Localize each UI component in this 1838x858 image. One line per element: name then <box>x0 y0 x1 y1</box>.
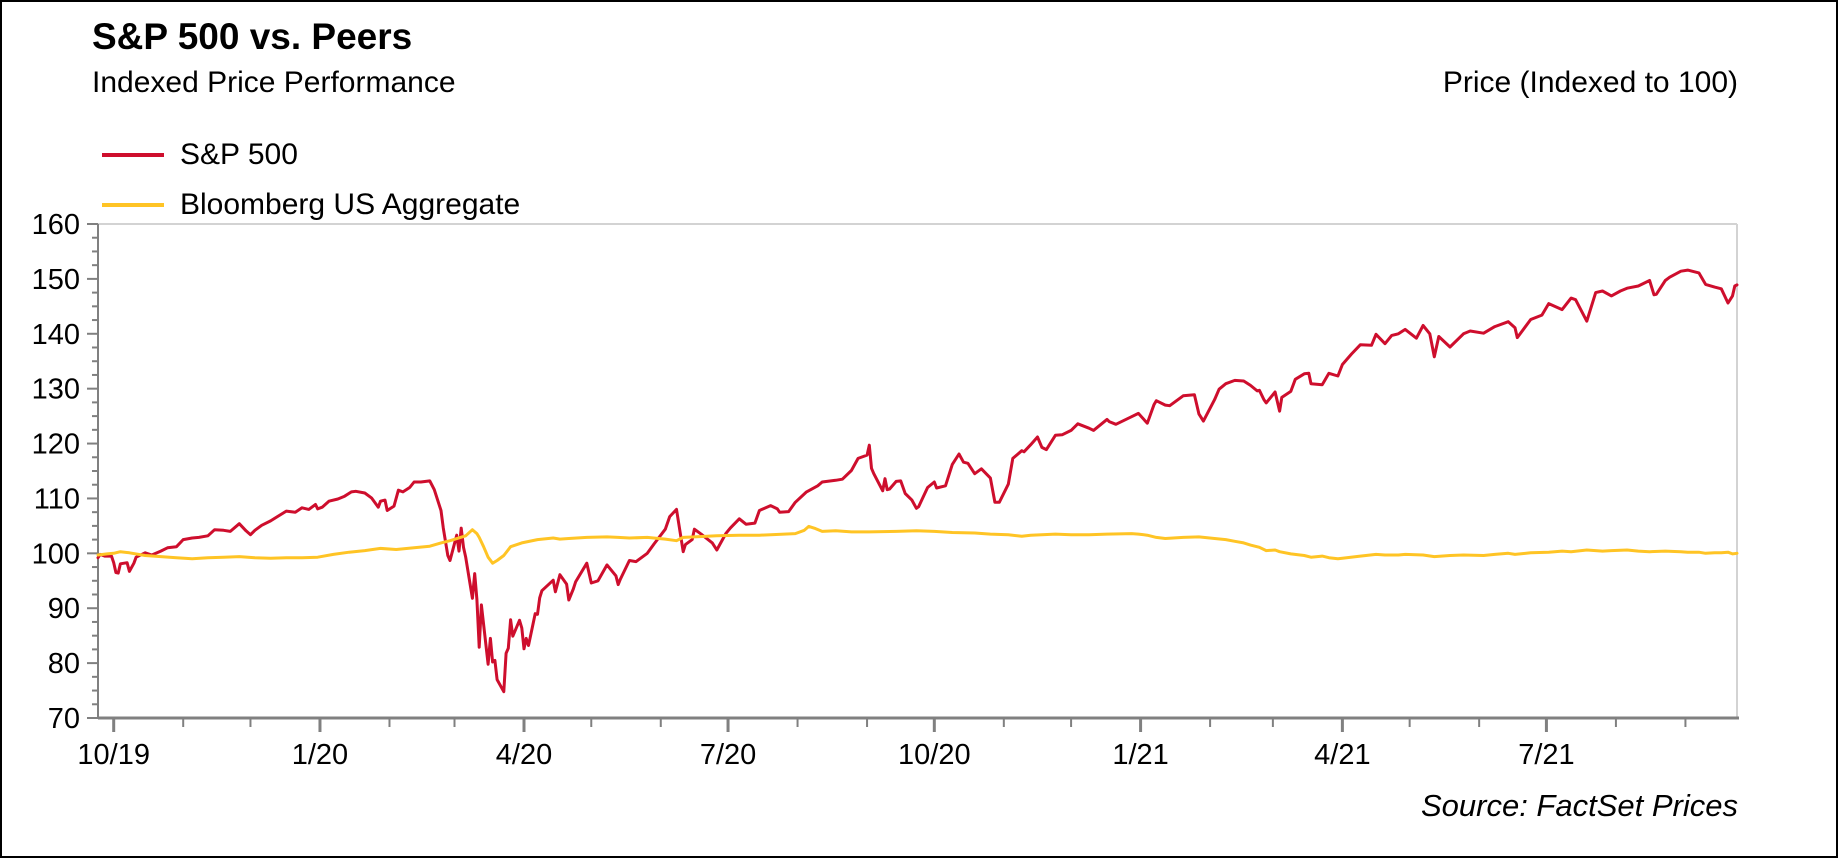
x-axis-label: 4/20 <box>496 739 552 771</box>
agg-series-line <box>96 524 1739 565</box>
y-axis-label: 160 <box>32 209 80 241</box>
sp500-series-line <box>96 268 1739 694</box>
legend-item-agg: Bloomberg US Aggregate <box>102 180 520 230</box>
x-axis-label: 1/21 <box>1112 739 1168 771</box>
x-axis-label: 7/21 <box>1518 739 1574 771</box>
legend-label: Bloomberg US Aggregate <box>180 188 521 221</box>
chart-subtitle: Indexed Price Performance <box>92 66 456 99</box>
x-axis-label: 10/19 <box>77 739 150 771</box>
x-axis-label: 7/20 <box>700 739 756 771</box>
x-axis-label: 4/21 <box>1314 739 1370 771</box>
y-axis-label: 70 <box>48 703 80 735</box>
agg-line-swatch-icon <box>102 203 164 207</box>
source-caption: Source: FactSet Prices <box>1420 788 1738 823</box>
legend: S&P 500 Bloomberg US Aggregate <box>102 130 520 230</box>
sp500-line-swatch-icon <box>102 153 164 157</box>
legend-item-sp500: S&P 500 <box>102 130 520 180</box>
x-axis-label: 1/20 <box>292 739 348 771</box>
x-axis-label: 10/20 <box>898 739 971 771</box>
y-axis-label: 120 <box>32 429 80 461</box>
price-axis-title: Price (Indexed to 100) <box>1442 66 1738 99</box>
legend-label: S&P 500 <box>180 138 298 171</box>
y-axis-label: 140 <box>32 319 80 351</box>
y-axis-label: 150 <box>32 264 80 296</box>
y-axis-label: 130 <box>32 374 80 406</box>
y-axis-label: 80 <box>48 648 80 680</box>
y-axis-label: 90 <box>48 593 80 625</box>
y-axis-label: 100 <box>32 538 80 570</box>
chart-title: S&P 500 vs. Peers <box>92 16 413 57</box>
y-axis-label: 110 <box>34 483 80 515</box>
